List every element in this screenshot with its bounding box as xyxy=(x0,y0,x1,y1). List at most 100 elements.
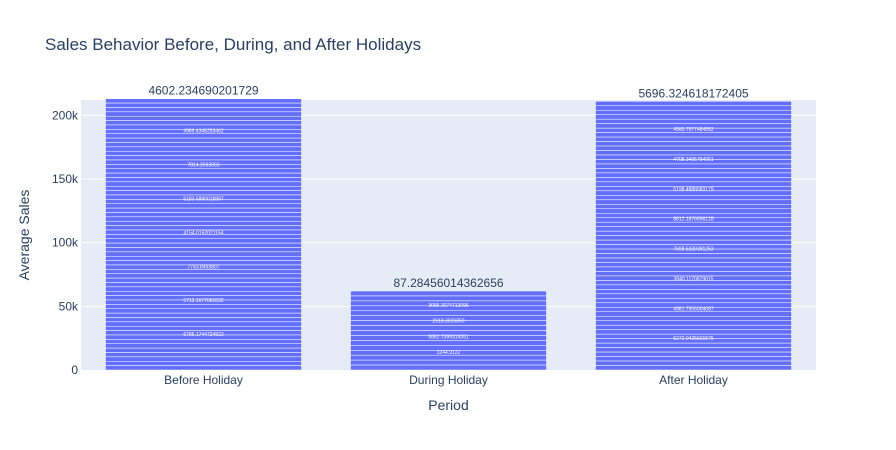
bar-segment xyxy=(105,107,302,113)
x-tick-label: Before Holiday xyxy=(164,373,243,387)
bar-segment xyxy=(350,340,547,346)
segment-label: 6785.1744724823 xyxy=(183,332,224,338)
bar-segment xyxy=(105,185,302,191)
bar-segment xyxy=(595,101,792,107)
bar-segment xyxy=(105,98,302,104)
bar-segment xyxy=(105,277,302,283)
bar-segment xyxy=(350,364,547,371)
bar-segment xyxy=(105,321,302,327)
y-tick-label: 200k xyxy=(52,108,79,122)
segment-label: 7698.5339381253 xyxy=(673,247,714,253)
segment-label: 4708.3495784951 xyxy=(673,157,714,163)
data-labels: 4969.4348253462 7814.2693003 5183.58900188… xyxy=(148,84,748,356)
segment-label: 7814.2693003 xyxy=(188,163,220,169)
bar-segment xyxy=(350,295,547,302)
bar-segment xyxy=(105,308,302,314)
bar-segment xyxy=(595,172,792,178)
segment-label: 5198.4888083179 xyxy=(673,187,714,193)
y-tick-label: 100k xyxy=(52,236,79,250)
bar-segment xyxy=(105,111,302,117)
bar-segment xyxy=(105,177,302,183)
bar-segment xyxy=(595,199,792,205)
bar-segment xyxy=(595,181,792,187)
bar-segment xyxy=(595,136,792,142)
bar-value-label: 87.28456014362656 xyxy=(393,276,503,290)
segment-label: 5713.1677081032 xyxy=(183,298,224,304)
bar-segment xyxy=(595,262,792,268)
bar-segment xyxy=(595,320,792,326)
bar-segment xyxy=(595,271,792,277)
bar-segment xyxy=(105,168,302,174)
bar-segment xyxy=(595,365,792,371)
bar-segment xyxy=(595,324,792,330)
segment-label: 4969.4348253462 xyxy=(183,129,224,135)
segment-label: 7743.8493807 xyxy=(188,264,220,270)
bar-segment xyxy=(105,347,302,353)
bar-segment xyxy=(105,203,302,209)
bar-segment xyxy=(595,195,792,201)
bar-segment xyxy=(595,230,792,236)
bar-segment xyxy=(105,356,302,362)
bar-segment xyxy=(105,365,302,371)
segment-label: 3840.1170879015 xyxy=(674,276,714,282)
bar-value-label: 5696.324618172405 xyxy=(638,86,748,100)
bar-segment xyxy=(595,114,792,120)
bar-segment xyxy=(595,235,792,241)
bar-segment xyxy=(105,115,302,121)
bar-segment xyxy=(595,289,792,295)
bar-segment xyxy=(595,163,792,169)
bar-segment xyxy=(105,290,302,296)
bar-segment xyxy=(105,343,302,349)
bar-segment xyxy=(105,216,302,222)
bar-segment xyxy=(350,310,547,316)
bar-segment xyxy=(595,266,792,272)
bar-segment xyxy=(595,141,792,147)
bar-segment xyxy=(595,118,792,124)
bar-segment xyxy=(105,247,302,253)
bar-segment xyxy=(105,312,302,318)
bar-segment xyxy=(105,172,302,178)
y-tick-label: 0 xyxy=(71,363,78,377)
bar-segment xyxy=(105,325,302,331)
bar-segment xyxy=(350,290,547,297)
bar-value-label: 4602.2346902017​29 xyxy=(148,84,258,98)
y-tick-label: 150k xyxy=(52,172,79,186)
segment-label: 5272.0425601575 xyxy=(673,336,714,342)
segment-label: 3095.3074713096 xyxy=(428,303,469,309)
bar-segment xyxy=(595,298,792,304)
bar-segment xyxy=(350,325,547,331)
bar-segment xyxy=(595,239,792,245)
bar-segment xyxy=(105,317,302,323)
bar-segment xyxy=(595,168,792,174)
bar-segment xyxy=(595,293,792,299)
segment-label: 8812.1876896128 xyxy=(673,217,714,223)
bar-segment xyxy=(105,225,302,231)
bar-segment xyxy=(595,105,792,111)
bar-segment xyxy=(595,204,792,210)
bar-segment xyxy=(105,282,302,288)
y-axis-title: Average Sales xyxy=(16,190,32,281)
bar-segment xyxy=(595,351,792,357)
bar-segment xyxy=(595,316,792,321)
bar-segment xyxy=(105,251,302,257)
bar-segment xyxy=(595,356,792,362)
segment-label: 4154.0152021154 xyxy=(184,230,224,236)
bar-segment xyxy=(105,137,302,143)
bar-segment xyxy=(350,359,547,366)
bar-segment xyxy=(595,208,792,214)
bar-segment xyxy=(595,329,792,335)
bar-segment xyxy=(105,120,302,126)
bar-segment xyxy=(595,360,792,366)
segment-label: 2918.3026850 xyxy=(433,319,465,325)
bar-segment xyxy=(105,304,302,309)
bar-segment xyxy=(105,212,302,218)
bar-segment xyxy=(595,132,792,138)
bar-segment xyxy=(105,242,302,248)
bar-segment xyxy=(595,257,792,263)
bar-segment xyxy=(595,284,792,290)
bar-segment xyxy=(105,190,302,196)
bar-segment xyxy=(105,339,302,344)
segment-label: 5862.7399314351 xyxy=(428,334,469,340)
bar-segment xyxy=(105,146,302,152)
